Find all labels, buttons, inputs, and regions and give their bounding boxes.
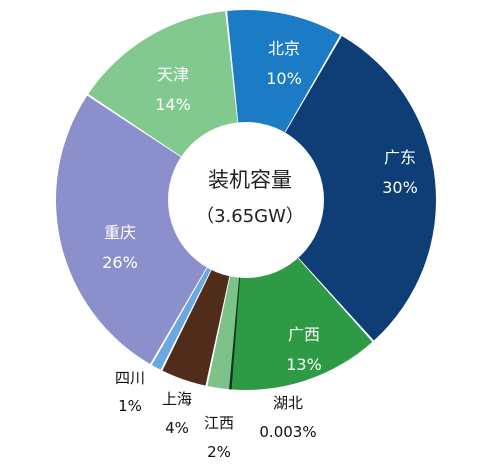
slice-percent-8: 14% <box>155 95 191 114</box>
slice-percent-4: 2% <box>207 443 231 461</box>
slice-percent-3: 0.003% <box>259 423 316 441</box>
slice-percent-9: 10% <box>266 69 302 88</box>
slice-name-2: 广西 <box>288 325 320 344</box>
donut-hole <box>168 122 324 278</box>
slice-percent-2: 13% <box>286 355 322 374</box>
slice-9 <box>227 10 341 134</box>
slice-name-6: 四川 <box>115 369 145 387</box>
slice-4 <box>207 274 240 390</box>
center-subtitle: （3.65GW） <box>196 206 304 227</box>
slice-name-5: 上海 <box>162 390 192 408</box>
slice-name-4: 江西 <box>204 414 234 432</box>
slice-name-8: 天津 <box>157 65 189 84</box>
slice-percent-1: 30% <box>382 178 418 197</box>
slice-1 <box>284 35 436 341</box>
slice-name-7: 重庆 <box>104 223 136 242</box>
slice-2 <box>231 256 373 391</box>
center-title: 装机容量 <box>208 168 292 192</box>
slice-7 <box>55 95 208 365</box>
slice-8 <box>88 11 238 158</box>
slice-name-9: 北京 <box>268 39 300 58</box>
slice-labels: 广东 30% 广西 13% 湖北 0.003% 江西 2% 上海 4% 四川 1% 重庆 26% 天津 14%… <box>102 39 418 461</box>
slice-percent-7: 26% <box>102 253 138 272</box>
slice-5 <box>162 268 230 386</box>
slice-6 <box>151 266 212 370</box>
slice-percent-6: 1% <box>118 397 142 415</box>
slice-name-1: 广东 <box>384 148 416 167</box>
slice-name-3: 湖北 <box>273 394 303 412</box>
donut-slices <box>55 10 436 391</box>
slice-percent-5: 4% <box>165 419 189 437</box>
